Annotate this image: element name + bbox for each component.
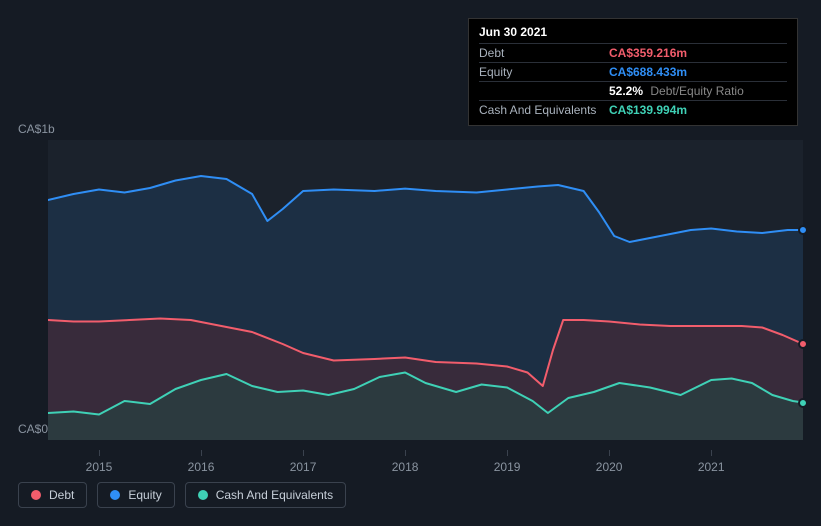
debt-end-marker (798, 339, 808, 349)
legend-label: Cash And Equivalents (216, 488, 333, 502)
equity-end-marker (798, 225, 808, 235)
x-tick-label: 2019 (494, 460, 521, 474)
legend-label: Equity (128, 488, 161, 502)
financial-chart: Jun 30 2021 DebtCA$359.216mEquityCA$688.… (0, 0, 821, 526)
x-tick-mark (99, 450, 100, 456)
tooltip-row-extra: Debt/Equity Ratio (647, 84, 744, 98)
x-tick-label: 2015 (86, 460, 113, 474)
x-tick-mark (303, 450, 304, 456)
x-tick-mark (609, 450, 610, 456)
legend-item-cash[interactable]: Cash And Equivalents (185, 482, 346, 508)
x-tick-mark (405, 450, 406, 456)
legend-item-debt[interactable]: Debt (18, 482, 87, 508)
x-tick-mark (201, 450, 202, 456)
plot-area[interactable] (48, 140, 803, 440)
x-tick-label: 2020 (596, 460, 623, 474)
tooltip-row-label: Equity (479, 65, 609, 79)
x-tick-label: 2018 (392, 460, 419, 474)
x-tick-label: 2016 (188, 460, 215, 474)
x-tick-mark (507, 450, 508, 456)
tooltip-row: 52.2% Debt/Equity Ratio (479, 81, 787, 100)
legend-swatch (110, 490, 120, 500)
x-tick-mark (711, 450, 712, 456)
tooltip-row: Cash And EquivalentsCA$139.994m (479, 100, 787, 119)
legend-swatch (198, 490, 208, 500)
x-tick-label: 2017 (290, 460, 317, 474)
legend-swatch (31, 490, 41, 500)
y-axis-min-label: CA$0 (18, 422, 48, 436)
cash-end-marker (798, 398, 808, 408)
tooltip-row-value: 52.2% Debt/Equity Ratio (609, 84, 744, 98)
tooltip-row: EquityCA$688.433m (479, 62, 787, 81)
tooltip-row-value: CA$139.994m (609, 103, 687, 117)
legend: Debt Equity Cash And Equivalents (18, 482, 346, 508)
tooltip-row-label: Debt (479, 46, 609, 60)
tooltip-row-label: Cash And Equivalents (479, 103, 609, 117)
tooltip-row: DebtCA$359.216m (479, 43, 787, 62)
legend-item-equity[interactable]: Equity (97, 482, 174, 508)
tooltip-row-value: CA$359.216m (609, 46, 687, 60)
tooltip-date: Jun 30 2021 (479, 25, 787, 39)
legend-label: Debt (49, 488, 74, 502)
tooltip-row-value: CA$688.433m (609, 65, 687, 79)
x-tick-label: 2021 (698, 460, 725, 474)
chart-tooltip: Jun 30 2021 DebtCA$359.216mEquityCA$688.… (468, 18, 798, 126)
tooltip-row-label (479, 84, 609, 98)
y-axis-max-label: CA$1b (18, 122, 55, 136)
x-axis: 2015 2016 2017 2018 2019 2020 2021 (48, 456, 803, 476)
